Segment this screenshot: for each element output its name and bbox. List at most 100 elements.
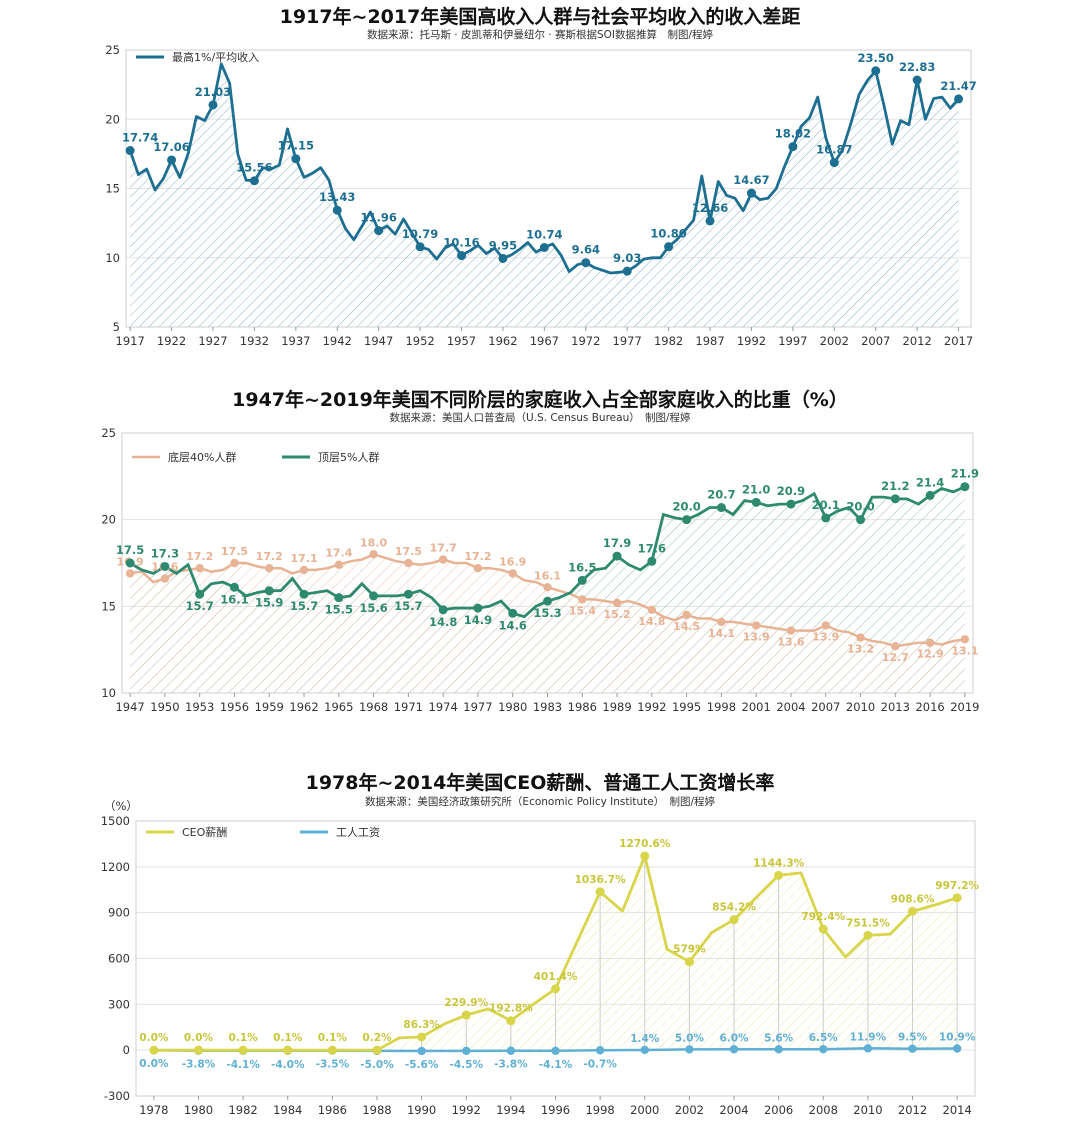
data-label-worker: 10.9% [939, 1032, 976, 1044]
data-point-worker [506, 1046, 516, 1055]
chart2-plot: 10 15 20 25 1947 1950 1953 1956 1959 1962 1965 1968… [101, 426, 979, 714]
data-point-top5 [612, 551, 622, 561]
x-tick-label: 1950 [150, 700, 179, 714]
data-point-bottom40 [856, 633, 865, 642]
data-label: 9.64 [572, 243, 600, 257]
x-tick-label: 1998 [585, 1103, 614, 1117]
data-point-top5 [821, 513, 831, 523]
x-tick-label: 2004 [776, 700, 805, 714]
x-tick-label: 1947 [115, 700, 144, 714]
data-label: 23.50 [858, 51, 894, 65]
bottom40-area [130, 554, 965, 693]
data-point-ceo [327, 1045, 337, 1055]
data-point-ceo [283, 1045, 293, 1055]
data-label: 10.79 [402, 227, 438, 241]
data-label-ceo: 751.5% [846, 917, 890, 929]
data-point [457, 251, 467, 261]
data-point-worker [863, 1044, 873, 1053]
data-point-ceo [863, 930, 873, 940]
data-label-worker: -3.8% [182, 1059, 216, 1071]
data-label: 11.96 [360, 211, 396, 225]
x-tick-label: 2004 [719, 1103, 748, 1117]
data-label-bottom40: 17.1 [290, 552, 317, 565]
data-label-bottom40: 12.7 [882, 651, 909, 664]
data-point-ceo [551, 984, 560, 994]
data-point-top5 [473, 603, 483, 613]
data-point-top5 [299, 589, 309, 599]
y-tick-label: 600 [108, 952, 130, 966]
chart1-source: 数据来源：托马斯 · 皮凯蒂和伊曼纽尔 · 赛斯根据SOI数据推算 制图/程婷 [366, 29, 714, 41]
x-tick-label: 2002 [675, 1103, 704, 1117]
legend-label-top5: 顶层5%人群 [318, 450, 379, 464]
x-tick-label: 2000 [630, 1103, 659, 1117]
x-tick-label: 1994 [496, 1103, 525, 1117]
legend-label-worker: 工人工资 [336, 826, 380, 839]
x-tick-label: 1967 [530, 334, 559, 348]
x-tick-label: 1987 [695, 334, 724, 348]
data-point-top5 [125, 558, 135, 568]
data-label-ceo: 0.1% [273, 1032, 303, 1044]
x-tick-label: 1997 [778, 334, 807, 348]
y-tick-label: 10 [101, 686, 116, 700]
data-label-ceo: 0.0% [139, 1032, 169, 1044]
y-tick-label: 1200 [101, 860, 130, 874]
chart3-source: 数据来源：美国经济政策研究所（Economic Policy Institute… [364, 796, 716, 808]
x-tick-label: 2012 [898, 1103, 927, 1117]
data-point-ceo [193, 1045, 203, 1055]
y-tick-label: 10 [105, 251, 120, 265]
data-point-ceo [417, 1032, 427, 1042]
data-label-top5: 16.5 [568, 560, 596, 574]
chart2-source: 数据来源：美国人口普查局（U.S. Census Bureau） 制图/程婷 [389, 412, 691, 424]
legend-label-ceo: CEO薪酬 [182, 826, 227, 839]
data-label: 22.83 [899, 60, 935, 74]
data-point [581, 258, 591, 268]
x-tick-label: 1998 [707, 700, 736, 714]
data-point [705, 216, 715, 226]
data-label-top5: 16.1 [220, 592, 248, 606]
data-point [332, 205, 342, 215]
data-label-top5: 15.9 [255, 596, 283, 610]
data-point-top5 [438, 605, 448, 615]
area-fill [130, 63, 959, 328]
data-point-bottom40 [125, 569, 135, 578]
data-label-top5: 20.0 [846, 500, 874, 514]
x-tick-label: 1962 [289, 700, 318, 714]
data-label: 17.15 [278, 139, 314, 153]
data-label-ceo: 0.1% [229, 1032, 259, 1044]
data-label-worker: -4.1% [226, 1059, 260, 1071]
data-label-ceo: 908.6% [891, 893, 935, 905]
x-tick-label: 1952 [405, 334, 434, 348]
x-tick-label: 1968 [359, 700, 388, 714]
data-label-top5: 17.5 [116, 543, 144, 557]
data-label-bottom40: 14.1 [708, 627, 735, 640]
data-label-bottom40: 17.2 [186, 550, 213, 563]
data-point-bottom40 [195, 564, 204, 573]
data-label-bottom40: 13.1 [951, 644, 978, 657]
data-label-bottom40: 18.0 [360, 536, 387, 549]
data-label: 14.67 [733, 173, 769, 187]
data-point-top5 [543, 596, 552, 606]
data-label-bottom40: 17.4 [325, 547, 352, 560]
x-tick-label: 1953 [185, 700, 214, 714]
data-label-worker: 1.4% [630, 1033, 660, 1045]
data-point-worker [462, 1046, 471, 1056]
x-tick-label: 1986 [318, 1103, 347, 1117]
data-label-bottom40: 17.2 [464, 550, 491, 563]
data-label-top5: 14.9 [464, 613, 492, 627]
data-label: 9.03 [613, 251, 641, 265]
data-label-ceo: 792.4% [801, 911, 845, 923]
data-point-bottom40 [786, 626, 796, 635]
data-label-bottom40: 12.9 [917, 648, 944, 661]
x-tick-label: 1982 [228, 1103, 257, 1117]
data-label-worker: -5.0% [360, 1059, 394, 1071]
data-point-worker [595, 1046, 605, 1055]
x-tick-label: 1932 [240, 334, 269, 348]
data-point-ceo [149, 1045, 159, 1055]
x-tick-label: 1917 [116, 334, 145, 348]
data-label: 17.74 [122, 131, 158, 145]
x-tick-label: 1992 [737, 334, 766, 348]
data-point-worker [952, 1044, 962, 1053]
data-label-top5: 17.3 [151, 546, 179, 560]
data-label-top5: 15.5 [325, 603, 353, 617]
data-point [954, 94, 964, 104]
